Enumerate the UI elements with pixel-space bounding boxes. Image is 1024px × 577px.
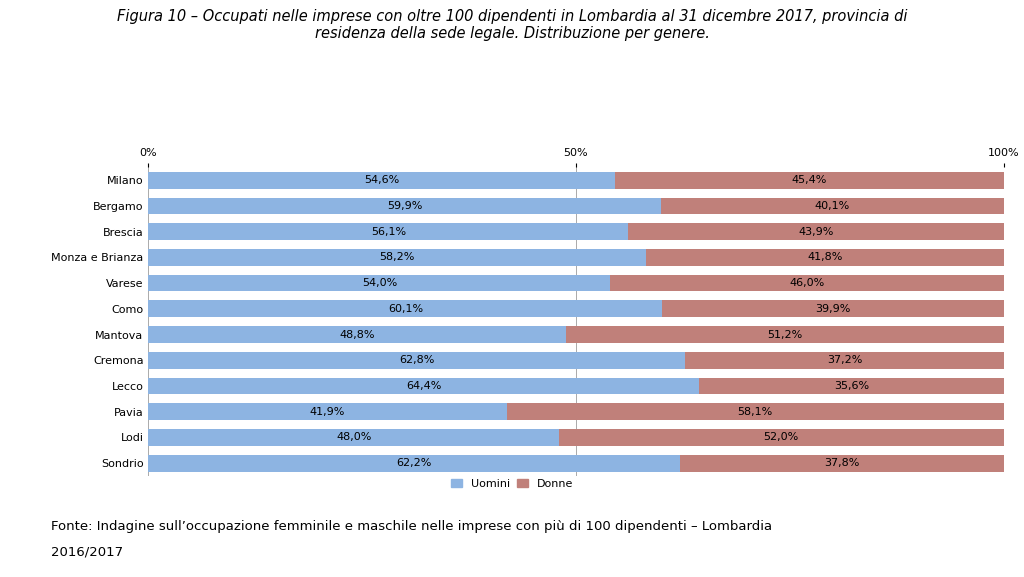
Text: 48,8%: 48,8%	[339, 329, 375, 339]
Text: 41,9%: 41,9%	[310, 407, 345, 417]
Bar	[148, 403, 507, 420]
Bar	[610, 275, 1004, 291]
Text: 59,9%: 59,9%	[387, 201, 422, 211]
Bar	[148, 223, 628, 240]
Text: 58,2%: 58,2%	[380, 252, 415, 263]
Text: residenza della sede legale. Distribuzione per genere.: residenza della sede legale. Distribuzio…	[314, 26, 710, 41]
Bar	[565, 326, 1004, 343]
Bar	[663, 301, 1004, 317]
Text: 54,0%: 54,0%	[361, 278, 397, 288]
Text: 54,6%: 54,6%	[365, 175, 399, 185]
Text: 37,8%: 37,8%	[824, 458, 859, 468]
Text: 41,8%: 41,8%	[807, 252, 843, 263]
Bar	[680, 455, 1004, 471]
Bar	[148, 172, 615, 189]
Text: 40,1%: 40,1%	[814, 201, 850, 211]
Bar	[148, 249, 646, 266]
Bar	[699, 377, 1004, 394]
Bar	[148, 197, 660, 214]
Bar	[615, 172, 1004, 189]
Bar	[660, 197, 1004, 214]
Text: 45,4%: 45,4%	[792, 175, 827, 185]
Text: 62,8%: 62,8%	[399, 355, 434, 365]
Bar	[559, 429, 1004, 446]
Bar	[507, 403, 1004, 420]
Text: 46,0%: 46,0%	[790, 278, 824, 288]
Text: Figura 10 – Occupati nelle imprese con oltre 100 dipendenti in Lombardia al 31 d: Figura 10 – Occupati nelle imprese con o…	[117, 9, 907, 24]
Text: 35,6%: 35,6%	[834, 381, 869, 391]
Text: 48,0%: 48,0%	[336, 432, 372, 443]
Bar	[685, 352, 1004, 369]
Bar	[148, 429, 559, 446]
Text: 51,2%: 51,2%	[767, 329, 802, 339]
Bar	[148, 377, 699, 394]
Text: 60,1%: 60,1%	[388, 304, 423, 314]
Text: 2016/2017: 2016/2017	[51, 545, 123, 559]
Text: 56,1%: 56,1%	[371, 227, 406, 237]
Bar	[628, 223, 1004, 240]
Text: 62,2%: 62,2%	[396, 458, 432, 468]
Legend: Uomini, Donne: Uomini, Donne	[446, 474, 578, 493]
Bar	[148, 352, 685, 369]
Text: 43,9%: 43,9%	[798, 227, 834, 237]
Bar	[148, 455, 680, 471]
Text: 37,2%: 37,2%	[826, 355, 862, 365]
Text: 52,0%: 52,0%	[764, 432, 799, 443]
Bar	[148, 275, 610, 291]
Bar	[148, 301, 663, 317]
Text: Fonte: Indagine sull’occupazione femminile e maschile nelle imprese con più di 1: Fonte: Indagine sull’occupazione femmini…	[51, 520, 772, 534]
Text: 64,4%: 64,4%	[407, 381, 441, 391]
Text: 39,9%: 39,9%	[815, 304, 851, 314]
Bar	[148, 326, 565, 343]
Bar	[646, 249, 1004, 266]
Text: 58,1%: 58,1%	[737, 407, 773, 417]
